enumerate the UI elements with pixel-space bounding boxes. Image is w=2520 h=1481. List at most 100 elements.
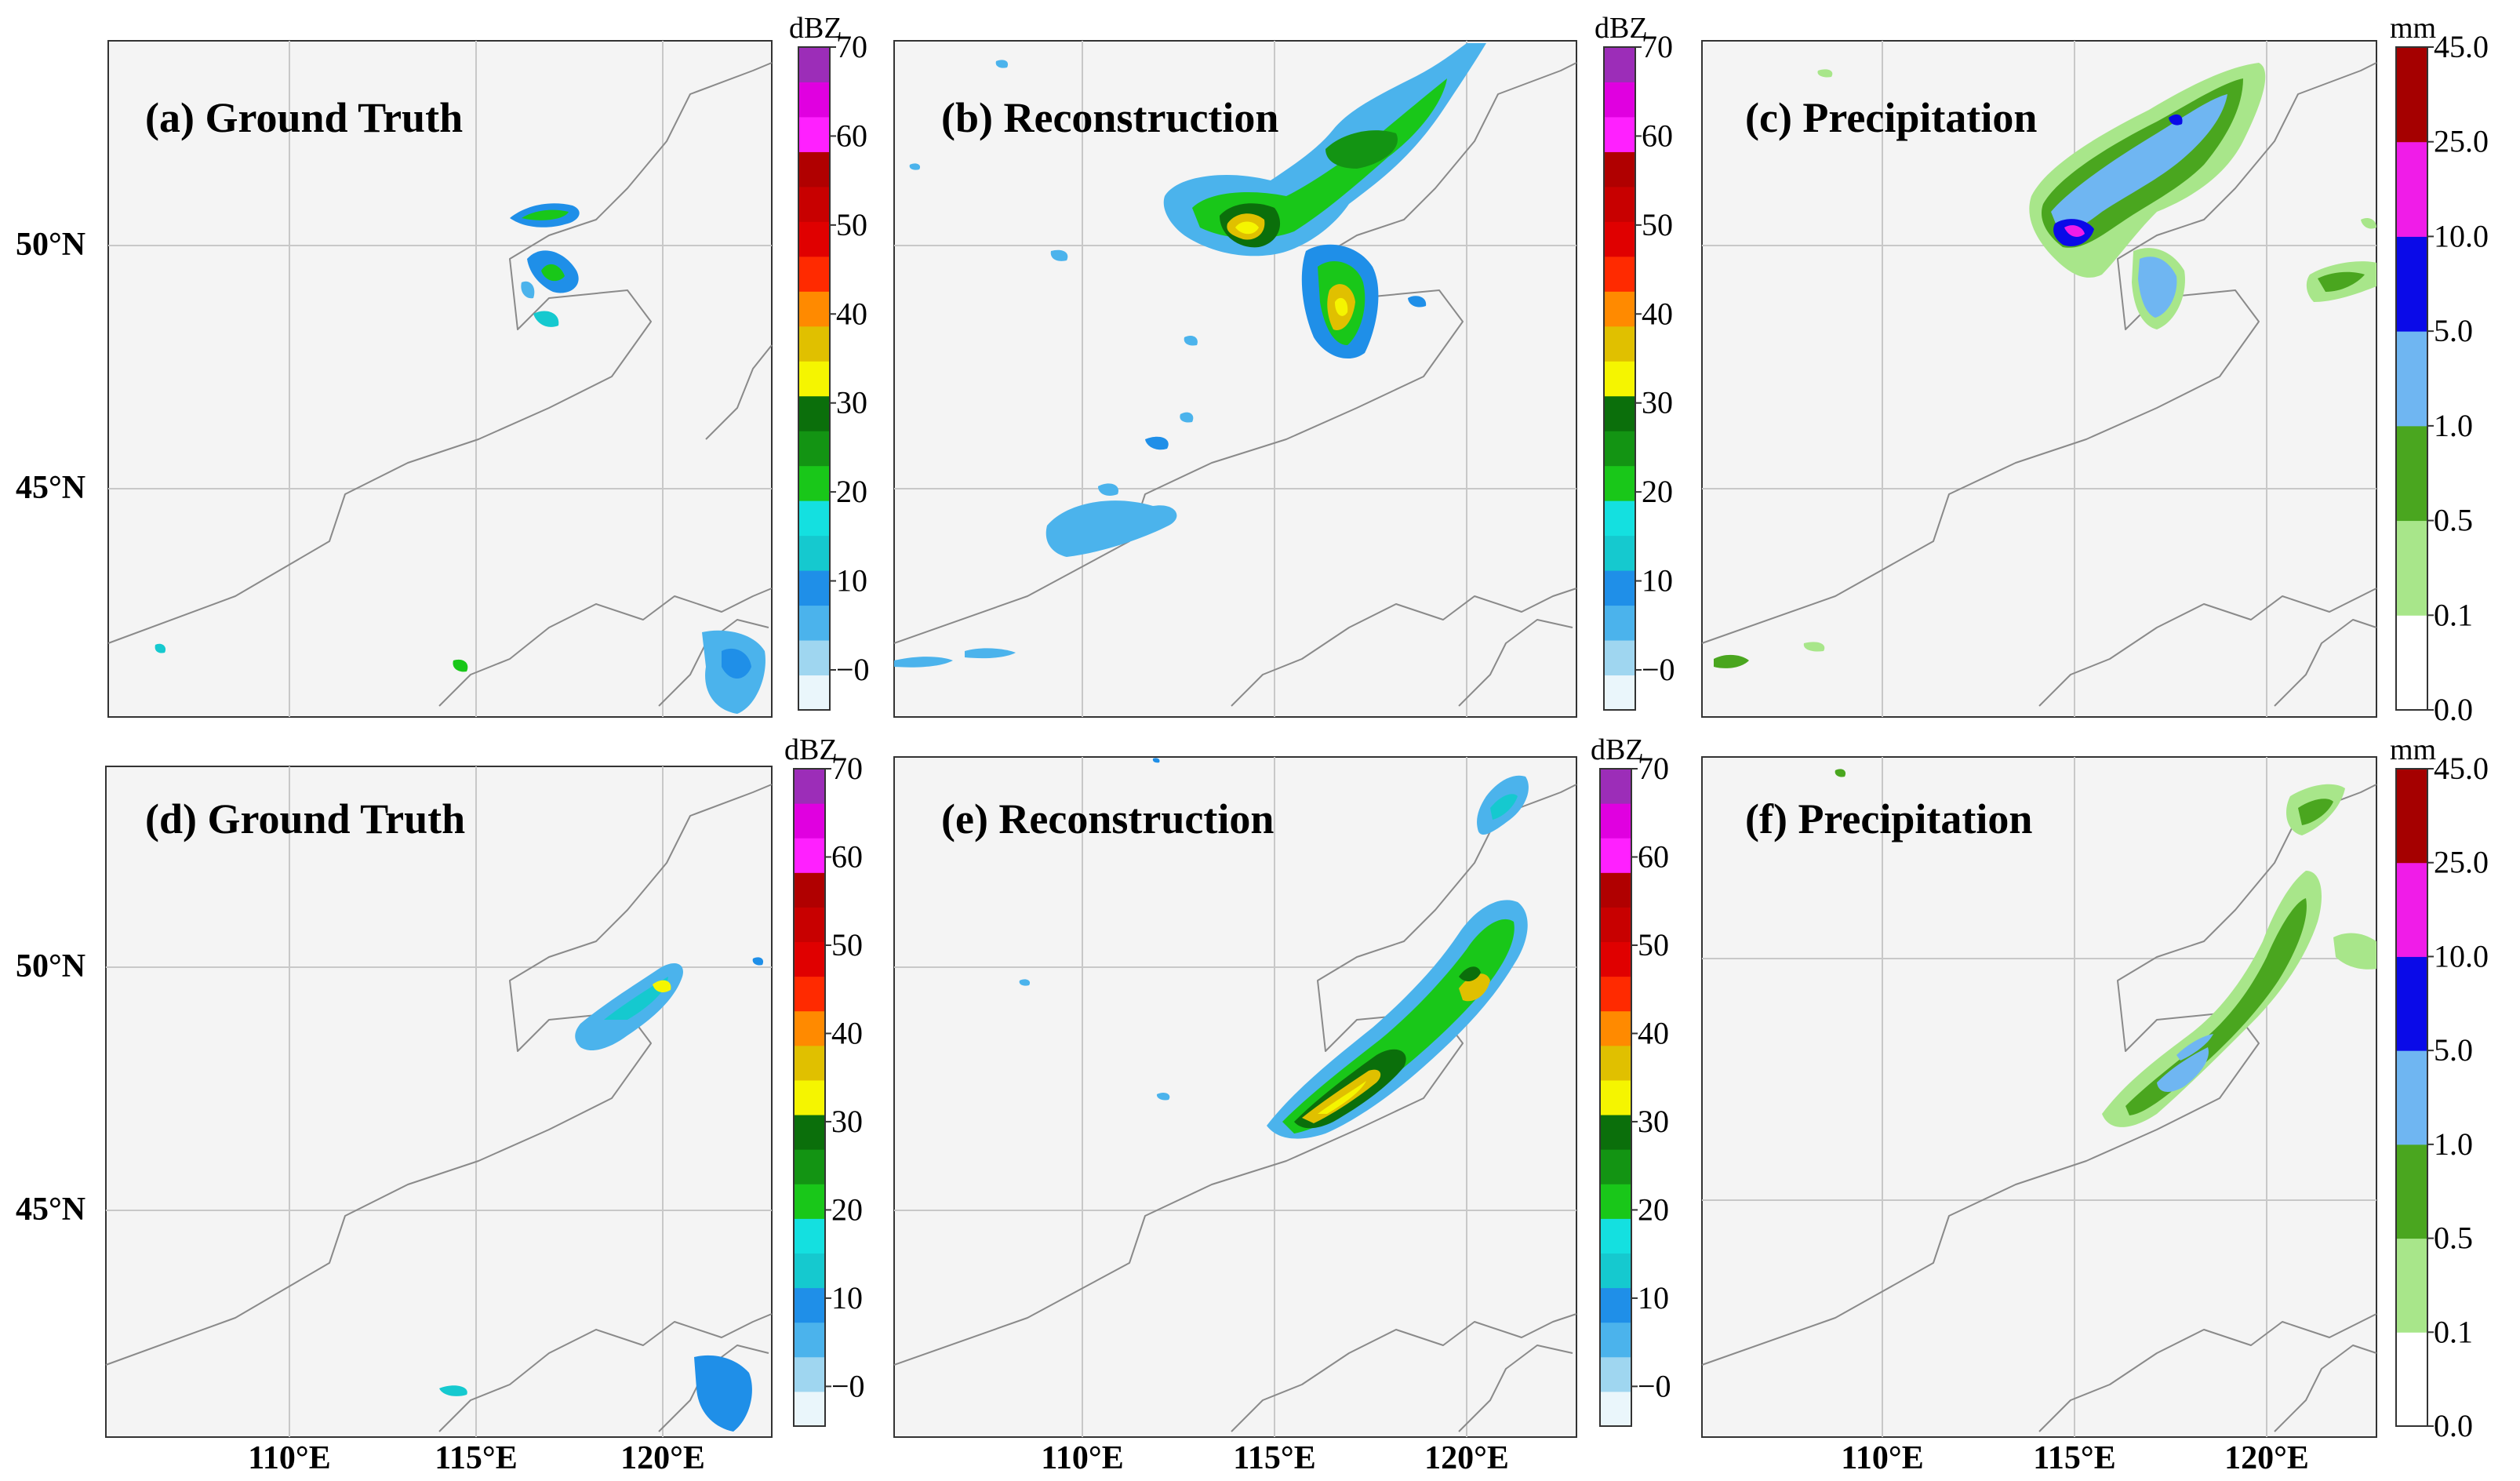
lon-label: 120°E bbox=[2224, 1440, 2309, 1476]
colorbar-swatch bbox=[2396, 425, 2427, 522]
colorbar-swatch bbox=[1600, 1322, 1631, 1358]
colorbar-swatch bbox=[794, 769, 825, 804]
colorbar-swatch bbox=[1604, 675, 1635, 711]
colorbar-swatch bbox=[1604, 186, 1635, 222]
colorbar-tick-label: 60 bbox=[831, 839, 863, 874]
colorbar-swatch bbox=[1604, 640, 1635, 676]
colorbar-swatch bbox=[1600, 1045, 1631, 1081]
colorbar-frame bbox=[1603, 46, 1636, 711]
colorbar-tick-label: 20 bbox=[831, 1192, 863, 1227]
colorbar-swatch bbox=[1600, 1115, 1631, 1150]
colorbar-tick-label: 50 bbox=[831, 927, 863, 962]
colorbar-swatch bbox=[1604, 395, 1635, 431]
colorbar-tick-label: −0 bbox=[1638, 1368, 1671, 1403]
gridlines bbox=[106, 766, 772, 1437]
lat-labels-row1: 50°N 45°N bbox=[16, 227, 85, 506]
colorbar-tick-label: −0 bbox=[831, 1368, 865, 1403]
colorbar-tick-label: 20 bbox=[836, 474, 867, 509]
colorbar-tick-label: 1.0 bbox=[2434, 408, 2473, 443]
colorbar-swatch bbox=[798, 640, 830, 676]
colorbar-swatch bbox=[798, 431, 830, 467]
gridlines bbox=[108, 41, 772, 717]
colorbar-swatch bbox=[798, 82, 830, 118]
colorbar-unit: dBZ bbox=[784, 733, 838, 766]
colorbar-swatch bbox=[1600, 838, 1631, 873]
colorbar-tick-label: 10 bbox=[831, 1280, 863, 1315]
colorbar-tick-label: 50 bbox=[1638, 927, 1669, 962]
colorbar-swatch bbox=[798, 465, 830, 501]
colorbar-swatch bbox=[798, 186, 830, 222]
lon-label: 110°E bbox=[248, 1440, 331, 1476]
colorbar-swatch bbox=[794, 1045, 825, 1081]
colorbar-tick-label: 5.0 bbox=[2434, 313, 2473, 348]
colorbar-swatch bbox=[798, 256, 830, 292]
colorbar-tick-label: 45.0 bbox=[2434, 751, 2489, 786]
colorbar-swatch bbox=[1604, 82, 1635, 118]
lat-label: 45°N bbox=[16, 1192, 85, 1228]
colorbar-tick-label: 40 bbox=[1638, 1015, 1669, 1050]
colorbar-swatch bbox=[794, 1010, 825, 1046]
gridlines bbox=[1702, 757, 2376, 1437]
colorbar-swatch bbox=[1604, 291, 1635, 327]
colorbar-swatch bbox=[798, 361, 830, 397]
colorbar-tick-label: 0.5 bbox=[2434, 503, 2473, 538]
colorbar-swatch bbox=[798, 605, 830, 641]
colorbar-tick-label: 30 bbox=[836, 385, 867, 420]
panel-title: (e) Reconstruction bbox=[941, 795, 1274, 842]
colorbar-swatch bbox=[798, 570, 830, 606]
colorbar-swatch bbox=[798, 291, 830, 327]
colorbar-tick-label: 10 bbox=[1638, 1280, 1669, 1315]
colorbar-swatch bbox=[798, 395, 830, 431]
colorbar-tick-label: 70 bbox=[831, 751, 863, 786]
colorbar-tick-label: 25.0 bbox=[2434, 845, 2489, 880]
colorbar-swatch bbox=[1604, 535, 1635, 571]
colorbar-frame bbox=[1599, 768, 1632, 1427]
colorbar-tick-label: 40 bbox=[836, 296, 867, 331]
lon-labels-a: 110°E 115°E 120°E bbox=[248, 1440, 705, 1476]
colorbar-swatch bbox=[794, 1253, 825, 1289]
country-borders bbox=[1701, 62, 2377, 707]
colorbar-swatch bbox=[2396, 331, 2427, 427]
radar-echo bbox=[1019, 758, 1529, 1139]
colorbar-swatch bbox=[2396, 1332, 2427, 1427]
lon-label: 120°E bbox=[1424, 1440, 1509, 1476]
colorbar-tick-label: 0.0 bbox=[2434, 692, 2473, 727]
colorbar-swatch bbox=[1600, 769, 1631, 804]
colorbar-swatch bbox=[794, 1356, 825, 1392]
colorbar-swatch bbox=[794, 1391, 825, 1427]
radar-echo bbox=[155, 203, 765, 714]
colorbar-tick-label: 0.0 bbox=[2434, 1408, 2473, 1443]
colorbar-swatch bbox=[2396, 615, 2427, 711]
colorbar-swatch bbox=[794, 1184, 825, 1219]
lon-label: 110°E bbox=[1041, 1440, 1124, 1476]
panel-a: (a) Ground Truth bbox=[107, 40, 773, 718]
precipitation-field bbox=[1714, 63, 2376, 668]
colorbar-tick-label: 10 bbox=[836, 563, 867, 599]
colorbar-swatch bbox=[794, 1322, 825, 1358]
lon-labels-b: 110°E 115°E 120°E bbox=[1041, 1440, 1509, 1476]
panel-title: (d) Ground Truth bbox=[145, 795, 465, 842]
colorbar-tick-label: 0.5 bbox=[2434, 1221, 2473, 1256]
lat-label: 50°N bbox=[16, 227, 85, 263]
lon-label: 110°E bbox=[1841, 1440, 1924, 1476]
country-borders bbox=[107, 62, 773, 707]
colorbar-dbz-d: 70 60 50 40 30 20 10 −0 dBZ bbox=[784, 733, 865, 1427]
colorbar-swatch bbox=[794, 976, 825, 1012]
colorbar-swatch bbox=[2396, 141, 2427, 237]
colorbar-swatch bbox=[2396, 769, 2427, 864]
colorbar-swatch bbox=[1604, 151, 1635, 187]
colorbar-swatch bbox=[1600, 1218, 1631, 1254]
colorbar-tick-label: 10 bbox=[1642, 563, 1673, 599]
colorbar-swatch bbox=[1600, 1010, 1631, 1046]
colorbar-swatch bbox=[1600, 1253, 1631, 1289]
country-borders bbox=[893, 62, 1577, 707]
colorbar-swatch bbox=[798, 116, 830, 152]
colorbar-tick-label: 70 bbox=[1642, 29, 1673, 64]
colorbar-tick-label: 10.0 bbox=[2434, 938, 2489, 973]
colorbar-tick-label: 50 bbox=[836, 207, 867, 242]
panel-c: (c) Precipitation bbox=[1701, 40, 2377, 718]
colorbar-swatch bbox=[1600, 803, 1631, 839]
colorbar-tick-label: 0.1 bbox=[2434, 1314, 2473, 1349]
colorbar-swatch bbox=[1604, 47, 1635, 82]
colorbar-swatch bbox=[2396, 520, 2427, 616]
